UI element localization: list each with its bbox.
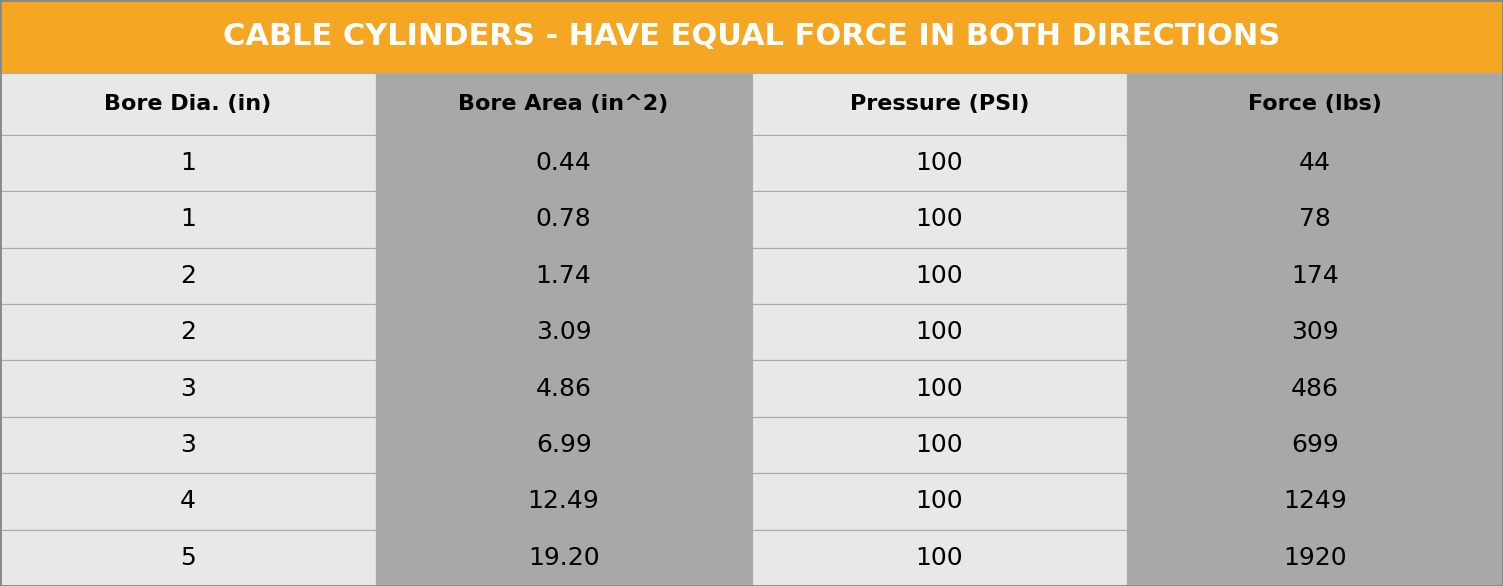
Text: 1: 1: [180, 207, 195, 231]
Bar: [752, 248, 1127, 304]
Text: 19.20: 19.20: [528, 546, 600, 570]
Bar: [0, 360, 376, 417]
Bar: [752, 530, 1127, 586]
Text: 44: 44: [1299, 151, 1332, 175]
Bar: [1127, 248, 1503, 304]
Text: Pressure (PSI): Pressure (PSI): [849, 94, 1030, 114]
Text: 100: 100: [915, 489, 963, 513]
Text: CABLE CYLINDERS - HAVE EQUAL FORCE IN BOTH DIRECTIONS: CABLE CYLINDERS - HAVE EQUAL FORCE IN BO…: [222, 22, 1281, 51]
Text: 100: 100: [915, 151, 963, 175]
Bar: [752, 473, 1127, 530]
Bar: [0, 191, 376, 247]
Text: 1920: 1920: [1284, 546, 1347, 570]
Text: 12.49: 12.49: [528, 489, 600, 513]
Bar: [376, 191, 752, 247]
Text: 78: 78: [1299, 207, 1332, 231]
Bar: [1127, 360, 1503, 417]
Bar: [376, 360, 752, 417]
Bar: [376, 473, 752, 530]
Bar: [1127, 473, 1503, 530]
Text: Bore Area (in^2): Bore Area (in^2): [458, 94, 669, 114]
Bar: [1127, 530, 1503, 586]
Bar: [1127, 417, 1503, 473]
Bar: [0, 0, 1503, 73]
Bar: [0, 473, 376, 530]
Text: 174: 174: [1291, 264, 1339, 288]
Text: Force (lbs): Force (lbs): [1247, 94, 1383, 114]
Bar: [376, 304, 752, 360]
Text: 2: 2: [180, 320, 195, 344]
Bar: [0, 135, 376, 191]
Text: 699: 699: [1291, 433, 1339, 457]
Text: Bore Dia. (in): Bore Dia. (in): [104, 94, 272, 114]
Text: 4: 4: [180, 489, 195, 513]
Text: 4.86: 4.86: [535, 377, 592, 401]
Bar: [0, 304, 376, 360]
Bar: [752, 304, 1127, 360]
Text: 1.74: 1.74: [535, 264, 592, 288]
Text: 100: 100: [915, 433, 963, 457]
Text: 309: 309: [1291, 320, 1339, 344]
Text: 1: 1: [180, 151, 195, 175]
Text: 2: 2: [180, 264, 195, 288]
Bar: [376, 417, 752, 473]
Bar: [1127, 73, 1503, 135]
Bar: [1127, 135, 1503, 191]
Bar: [1127, 304, 1503, 360]
Text: 0.78: 0.78: [535, 207, 592, 231]
Text: 100: 100: [915, 546, 963, 570]
Bar: [0, 530, 376, 586]
Bar: [1127, 191, 1503, 247]
Bar: [752, 73, 1127, 135]
Text: 100: 100: [915, 377, 963, 401]
Bar: [752, 135, 1127, 191]
Bar: [0, 417, 376, 473]
Bar: [376, 530, 752, 586]
Text: 3: 3: [180, 377, 195, 401]
Text: 3.09: 3.09: [535, 320, 592, 344]
Text: 6.99: 6.99: [535, 433, 592, 457]
Bar: [376, 248, 752, 304]
Text: 100: 100: [915, 207, 963, 231]
Text: 0.44: 0.44: [535, 151, 592, 175]
Text: 486: 486: [1291, 377, 1339, 401]
Bar: [752, 191, 1127, 247]
Bar: [376, 135, 752, 191]
Bar: [0, 73, 376, 135]
Text: 3: 3: [180, 433, 195, 457]
Text: 1249: 1249: [1284, 489, 1347, 513]
Text: 5: 5: [180, 546, 195, 570]
Bar: [376, 73, 752, 135]
Bar: [752, 360, 1127, 417]
Bar: [0, 248, 376, 304]
Bar: [752, 417, 1127, 473]
Text: 100: 100: [915, 320, 963, 344]
Text: 100: 100: [915, 264, 963, 288]
